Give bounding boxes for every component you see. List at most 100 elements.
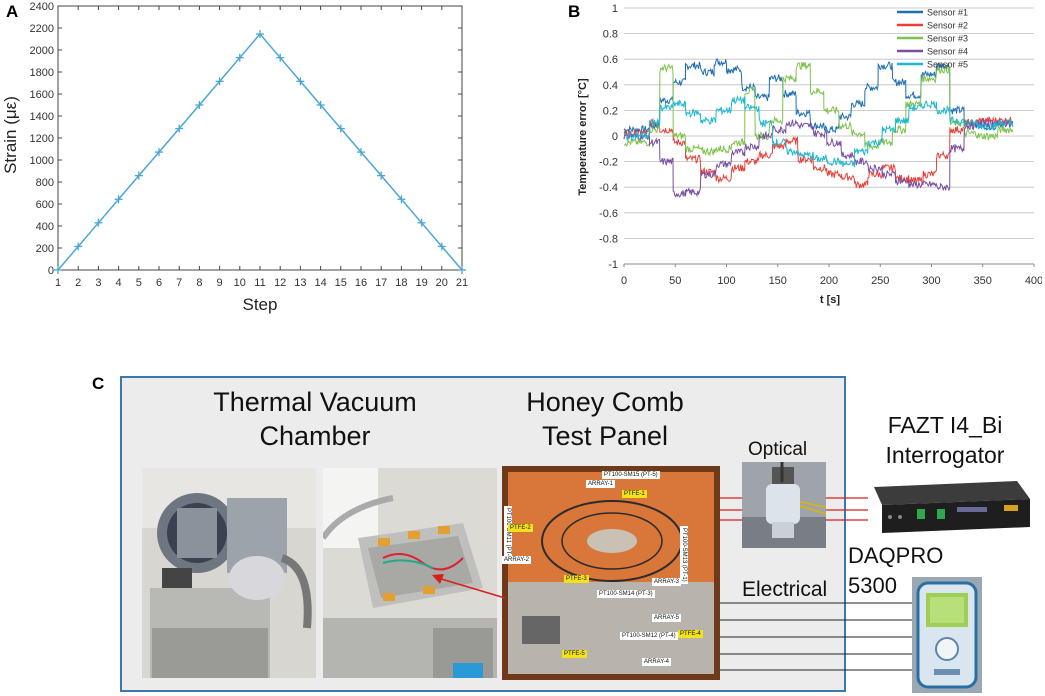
- panel-tag-pt1: PT100-SM13 (PT-1): [680, 526, 688, 584]
- chart-b-xtick-label: 150: [769, 275, 787, 287]
- chart-b-series-3: [623, 61, 1014, 157]
- chart-a-xtick-label: 8: [196, 277, 202, 289]
- panel-tag-array5: ARRAY-5: [652, 614, 682, 622]
- chart-b-ytick-label: -1: [608, 259, 618, 271]
- chart-b-xlabel: t [s]: [820, 294, 841, 306]
- panel-letter-b: B: [568, 2, 581, 21]
- chamber-interior-illustration: [323, 468, 497, 678]
- chart-a-xtick-label: 4: [116, 277, 122, 289]
- chart-b-ytick-label: 0.8: [603, 29, 618, 41]
- chart-b-xtick-label: 400: [1025, 275, 1042, 287]
- chart-a-point: [296, 77, 305, 86]
- chart-a-point: [155, 148, 163, 157]
- fazt-line-1: FAZT I4_Bi: [887, 412, 1003, 438]
- chart-b-xtick-label: 350: [974, 275, 992, 287]
- chart-b-legend-entry: Sensor #1: [897, 8, 968, 18]
- chart-a-ytick-label: 800: [36, 177, 54, 189]
- chart-a-ytick-label: 1400: [30, 111, 54, 123]
- chart-b-legend-label: Sensor #2: [927, 21, 968, 31]
- chart-b-series-1: [623, 58, 1014, 135]
- chart-b-ytick-label: -0.2: [599, 157, 618, 169]
- strain-step-chart: 0200400600800100012001400160018002000220…: [1, 1, 468, 314]
- daqpro-logger-photo: [912, 577, 982, 693]
- chart-a-xtick-label: 1: [55, 277, 61, 289]
- chart-b-xtick-label: 50: [669, 275, 681, 287]
- chart-b-legend-entry: Sensor #2: [897, 21, 968, 31]
- chart-b-ylabel: Temperature error [°C]: [577, 78, 589, 196]
- thermal-vacuum-line-2: Chamber: [259, 421, 371, 451]
- fazt-line-2: Interrogator: [885, 442, 1005, 468]
- chart-a-xtick-label: 13: [294, 277, 306, 289]
- chart-b-ytick-label: 0.2: [603, 105, 618, 117]
- chart-a-ytick-label: 2400: [30, 1, 54, 13]
- chart-a-xtick-label: 14: [314, 277, 326, 289]
- chart-b-legend-label: Sensor #3: [927, 34, 968, 44]
- chart-a-xtick-label: 11: [254, 277, 265, 289]
- chamber-exterior-illustration: [142, 468, 316, 678]
- chart-a-point: [437, 242, 446, 251]
- chart-b-series-2: [623, 115, 1014, 189]
- chart-a-ytick-label: 0: [48, 265, 54, 277]
- chart-a-point: [215, 77, 224, 86]
- chart-a-ytick-label: 2200: [30, 23, 54, 35]
- chart-b-ytick-label: 0.6: [603, 54, 618, 66]
- honey-comb-line-1: Honey Comb: [526, 387, 684, 417]
- chart-a-xtick-label: 21: [456, 277, 468, 289]
- chart-a-point: [316, 101, 325, 109]
- electrical-label: Electrical: [742, 578, 828, 601]
- chart-a-point: [74, 242, 83, 251]
- panel-tag-ptfe4: PTFE-4: [678, 630, 703, 638]
- panel-letter-c: C: [92, 374, 105, 393]
- fazt-interrogator-photo: [862, 477, 1032, 535]
- chart-a-xtick-label: 10: [234, 277, 246, 289]
- chart-a-point: [94, 218, 103, 227]
- chart-b-xtick-label: 0: [621, 275, 627, 287]
- chart-a-point: [357, 148, 365, 157]
- chart-b-xtick-label: 300: [922, 275, 940, 287]
- chart-b-legend-label: Sensor #4: [927, 47, 968, 57]
- optical-connector-illustration: [742, 462, 826, 548]
- daqpro-line-1: DAQPRO: [848, 543, 944, 568]
- thermal-vacuum-chamber-photo: [142, 468, 316, 678]
- chart-a-xtick-label: 2: [75, 277, 81, 289]
- chart-a-marks: [54, 30, 466, 274]
- chart-a-ytick-label: 1800: [30, 67, 54, 79]
- honey-comb-test-panel-label: Honey Comb Test Panel: [490, 385, 720, 453]
- chart-b-ytick-label: 1: [612, 3, 618, 15]
- chart-b-legend: Sensor #1 Sensor #2 Sensor #3 Sensor #4 Sens…: [897, 8, 968, 70]
- chart-b-ytick-label: -0.4: [599, 182, 618, 194]
- chart-b-series-5: [623, 94, 1014, 168]
- chart-a-ytick-label: 1000: [30, 155, 54, 167]
- chart-a-xtick-label: 7: [176, 277, 182, 289]
- thermal-vacuum-chamber-label: Thermal Vacuum Chamber: [180, 385, 450, 453]
- chart-a-xtick-label: 9: [217, 277, 223, 289]
- daqpro-illustration: [912, 577, 982, 693]
- chart-b-xtick-label: 200: [820, 275, 838, 287]
- panel-tag-pt4: PT100-SM12 (PT-4): [620, 632, 678, 640]
- fazt-interrogator-label: FAZT I4_Bi Interrogator: [850, 410, 1040, 470]
- chart-a-point: [256, 30, 264, 39]
- optical-connector-photo: [742, 462, 826, 548]
- chart-a-xtick-label: 18: [395, 277, 407, 289]
- chart-b-xtick-label: 100: [717, 275, 735, 287]
- chart-a-xtick-label: 17: [375, 277, 387, 289]
- chart-b-legend-entry: Sensor #5: [897, 60, 968, 70]
- chart-b-ytick-label: -0.8: [599, 233, 618, 245]
- chart-a-ytick-label: 1600: [30, 89, 54, 101]
- chart-a-frame: [57, 5, 463, 271]
- chart-b-series-4: [623, 118, 1014, 198]
- chart-b-legend-entry: Sensor #3: [897, 34, 968, 44]
- chart-a-point: [54, 266, 62, 274]
- panel-tag-ptfe5: PTFE-5: [562, 650, 587, 658]
- chart-a-xlabel: Step: [243, 295, 278, 314]
- panel-tag-pt5: PT100-SM15 (PT-5): [602, 471, 660, 479]
- temperature-error-chart: -1 -0.8 -0.6 -0.4 -0.2 0 0.2 0.4 0.6 0.8 1 0 50 100 15…: [577, 3, 1042, 306]
- chart-a-point: [276, 53, 285, 62]
- chart-a-xtick-label: 5: [136, 277, 142, 289]
- panel-tag-array2: ARRAY-2: [502, 556, 532, 564]
- panel-tag-ptfe2: PTFE-2: [508, 524, 533, 532]
- chart-a-xtick-label: 20: [436, 277, 448, 289]
- chart-a-xtick-label: 16: [355, 277, 367, 289]
- panel-tag-array4: ARRAY-4: [642, 658, 672, 666]
- daqpro-line-2: 5300: [848, 573, 897, 598]
